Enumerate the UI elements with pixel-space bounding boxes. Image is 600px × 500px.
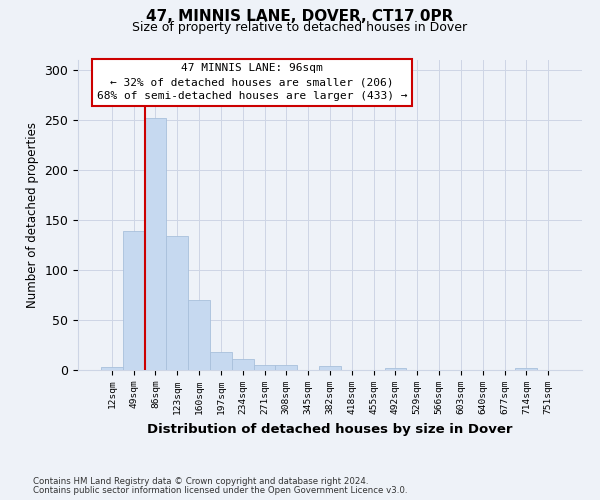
Bar [254,365,275,370]
Bar [385,368,406,370]
Text: 47 MINNIS LANE: 96sqm
← 32% of detached houses are smaller (206)
68% of semi-det: 47 MINNIS LANE: 96sqm ← 32% of detached … [97,63,407,101]
Bar [123,231,145,370]
Text: Size of property relative to detached houses in Dover: Size of property relative to detached ho… [133,21,467,34]
Bar [232,359,254,370]
Bar [210,352,232,370]
Text: 47, MINNIS LANE, DOVER, CT17 0PR: 47, MINNIS LANE, DOVER, CT17 0PR [146,9,454,24]
Text: Contains HM Land Registry data © Crown copyright and database right 2024.: Contains HM Land Registry data © Crown c… [33,477,368,486]
X-axis label: Distribution of detached houses by size in Dover: Distribution of detached houses by size … [147,422,513,436]
Text: Contains public sector information licensed under the Open Government Licence v3: Contains public sector information licen… [33,486,407,495]
Bar [275,365,297,370]
Bar [515,368,537,370]
Bar [166,236,188,370]
Bar [101,367,123,370]
Bar [319,366,341,370]
Y-axis label: Number of detached properties: Number of detached properties [26,122,39,308]
Bar [145,118,166,370]
Bar [188,300,210,370]
